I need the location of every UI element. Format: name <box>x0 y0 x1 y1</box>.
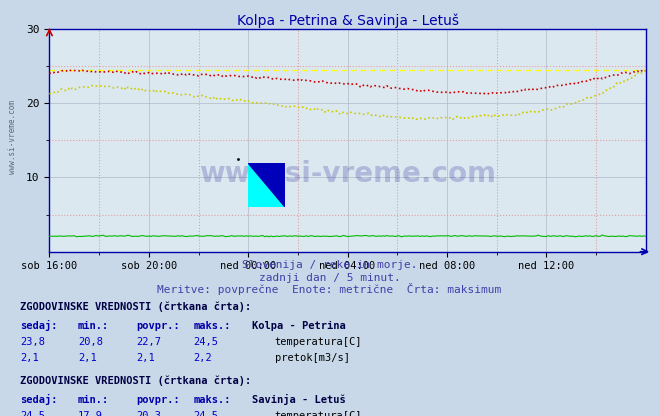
Text: temperatura[C]: temperatura[C] <box>275 337 362 347</box>
Text: 2,1: 2,1 <box>136 353 154 363</box>
Text: 2,2: 2,2 <box>194 353 212 363</box>
Text: min.:: min.: <box>78 395 109 405</box>
Text: 24,5: 24,5 <box>194 337 219 347</box>
Text: zadnji dan / 5 minut.: zadnji dan / 5 minut. <box>258 273 401 283</box>
Title: Kolpa - Petrina & Savinja - Letuš: Kolpa - Petrina & Savinja - Letuš <box>237 13 459 28</box>
Text: Meritve: povprečne  Enote: metrične  Črta: maksimum: Meritve: povprečne Enote: metrične Črta:… <box>158 283 501 295</box>
Text: www.si-vreme.com: www.si-vreme.com <box>8 100 17 174</box>
Text: sedaj:: sedaj: <box>20 319 57 331</box>
Text: 2,1: 2,1 <box>78 353 96 363</box>
Text: 20,8: 20,8 <box>78 337 103 347</box>
Text: 17,9: 17,9 <box>78 411 103 416</box>
Text: temperatura[C]: temperatura[C] <box>275 411 362 416</box>
Text: ZGODOVINSKE VREDNOSTI (črtkana črta):: ZGODOVINSKE VREDNOSTI (črtkana črta): <box>20 302 251 312</box>
Text: www.si-vreme.com: www.si-vreme.com <box>199 160 496 188</box>
Text: Savinja - Letuš: Savinja - Letuš <box>252 394 345 405</box>
Text: maks.:: maks.: <box>194 395 231 405</box>
Text: povpr.:: povpr.: <box>136 395 179 405</box>
Text: pretok[m3/s]: pretok[m3/s] <box>275 353 350 363</box>
Text: 22,7: 22,7 <box>136 337 161 347</box>
Text: maks.:: maks.: <box>194 321 231 331</box>
Text: 20,3: 20,3 <box>136 411 161 416</box>
Text: povpr.:: povpr.: <box>136 321 179 331</box>
Text: 2,1: 2,1 <box>20 353 38 363</box>
Text: min.:: min.: <box>78 321 109 331</box>
Text: Slovenija / reke in morje.: Slovenija / reke in morje. <box>242 260 417 270</box>
Text: 24,5: 24,5 <box>194 411 219 416</box>
Text: 24,5: 24,5 <box>20 411 45 416</box>
Text: sedaj:: sedaj: <box>20 394 57 405</box>
Text: ZGODOVINSKE VREDNOSTI (črtkana črta):: ZGODOVINSKE VREDNOSTI (črtkana črta): <box>20 376 251 386</box>
Text: Kolpa - Petrina: Kolpa - Petrina <box>252 321 345 331</box>
Text: 23,8: 23,8 <box>20 337 45 347</box>
